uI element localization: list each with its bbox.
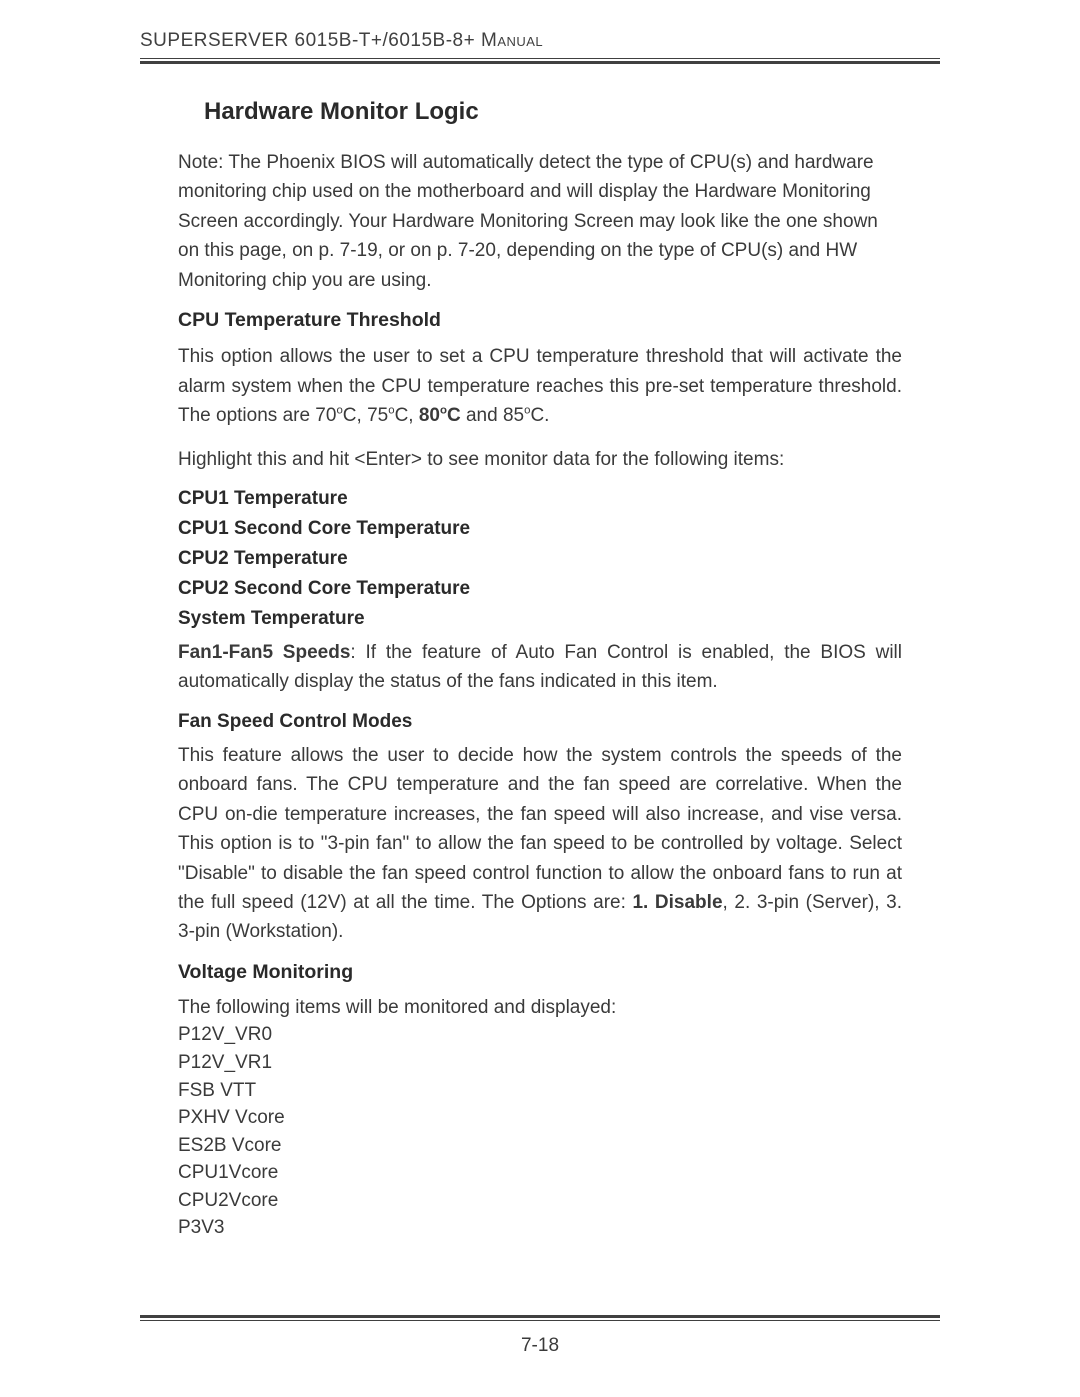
header-rule (140, 58, 940, 64)
cpu-temp-paragraph-1: This option allows the user to set a CPU… (178, 342, 902, 430)
bold-option: C (447, 405, 461, 426)
text-segment: This feature allows the user to decide h… (178, 745, 902, 913)
cpu-temp-heading: CPU Temperature Threshold (178, 309, 902, 332)
voltage-item: FSB VTT (178, 1077, 902, 1105)
temp-item: CPU2 Second Core Temperature (178, 578, 902, 600)
temp-item: CPU1 Second Core Temperature (178, 518, 902, 540)
footer-rule (140, 1315, 940, 1321)
voltage-item: P12V_VR1 (178, 1049, 902, 1077)
cpu-temp-paragraph-2: Highlight this and hit <Enter> to see mo… (178, 445, 902, 474)
content-area: Hardware Monitor Logic Note: The Phoenix… (140, 98, 940, 1242)
text-segment: C, 75 (343, 405, 388, 426)
voltage-item: ES2B Vcore (178, 1132, 902, 1160)
temp-item: CPU1 Temperature (178, 488, 902, 510)
document-page: SUPERSERVER 6015B-T+/6015B-8+ Manual Har… (0, 0, 1080, 1242)
footer: 7-18 (140, 1315, 940, 1357)
main-heading: Hardware Monitor Logic (204, 98, 902, 126)
voltage-item: CPU1Vcore (178, 1159, 902, 1187)
voltage-intro: The following items will be monitored an… (178, 994, 902, 1022)
fan-speeds-paragraph: Fan1-Fan5 Speeds: If the feature of Auto… (178, 638, 902, 697)
bold-option: 80 (419, 405, 440, 426)
fan-control-heading: Fan Speed Control Modes (178, 711, 902, 733)
voltage-item: CPU2Vcore (178, 1187, 902, 1215)
text-segment: and 85 (461, 405, 524, 426)
degree-symbol: o (440, 405, 447, 417)
voltage-item: PXHV Vcore (178, 1104, 902, 1132)
temp-item: CPU2 Temperature (178, 548, 902, 570)
page-number: 7-18 (140, 1335, 940, 1357)
voltage-heading: Voltage Monitoring (178, 961, 902, 984)
page-header: SUPERSERVER 6015B-T+/6015B-8+ Manual (140, 30, 940, 52)
voltage-item: P12V_VR0 (178, 1021, 902, 1049)
voltage-item: P3V3 (178, 1214, 902, 1242)
text-segment: C, (395, 405, 419, 426)
bold-option: 1. Disable (632, 892, 722, 913)
text-segment: C. (530, 405, 549, 426)
fan-control-paragraph: This feature allows the user to decide h… (178, 741, 902, 947)
note-paragraph: Note: The Phoenix BIOS will automaticall… (178, 148, 902, 295)
temp-item: System Temperature (178, 608, 902, 630)
fan-speeds-label: Fan1-Fan5 Speeds (178, 642, 350, 663)
